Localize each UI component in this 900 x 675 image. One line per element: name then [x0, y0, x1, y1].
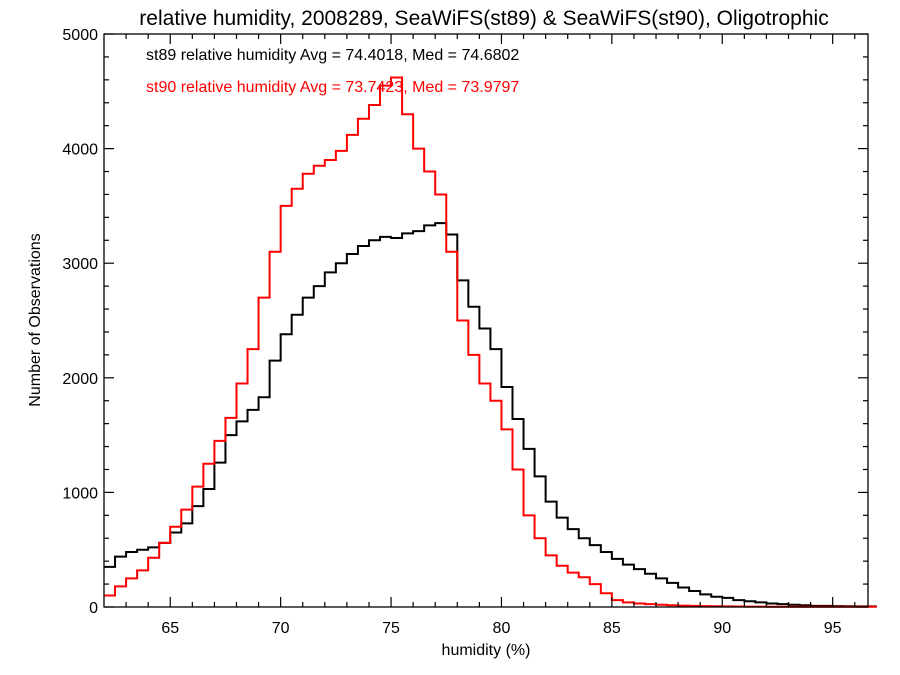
y-tick-label: 3000 [62, 256, 98, 273]
x-tick-label: 85 [603, 620, 621, 637]
legend-st90-stats: st90 relative humidity Avg = 73.7423, Me… [146, 79, 519, 96]
y-tick-label: 2000 [62, 371, 98, 388]
series-st89-line [104, 222, 877, 608]
x-tick-label: 95 [824, 620, 842, 637]
y-tick-label: 5000 [62, 27, 98, 44]
x-axis-label: humidity (%) [442, 642, 531, 659]
legend-st89-stats: st89 relative humidity Avg = 74.4018, Me… [146, 47, 519, 64]
ticks-layer: 65 70 75 80 85 90 95 0 1000 2000 3000 4000 5000 [62, 27, 868, 637]
chart-title: relative humidity, 2008289, SeaWiFS(st89… [139, 7, 828, 30]
y-tick-label: 1000 [62, 485, 98, 502]
x-tick-label: 80 [493, 620, 511, 637]
x-tick-label: 75 [382, 620, 400, 637]
x-tick-label: 65 [161, 620, 179, 637]
y-tick-label: 4000 [62, 142, 98, 159]
plot-layer [104, 76, 877, 608]
x-tick-label: 70 [272, 620, 290, 637]
x-tick-label: 90 [713, 620, 731, 637]
y-tick-label: 0 [89, 600, 98, 617]
y-axis-label: Number of Observations [27, 233, 44, 406]
plot-frame [103, 33, 869, 608]
